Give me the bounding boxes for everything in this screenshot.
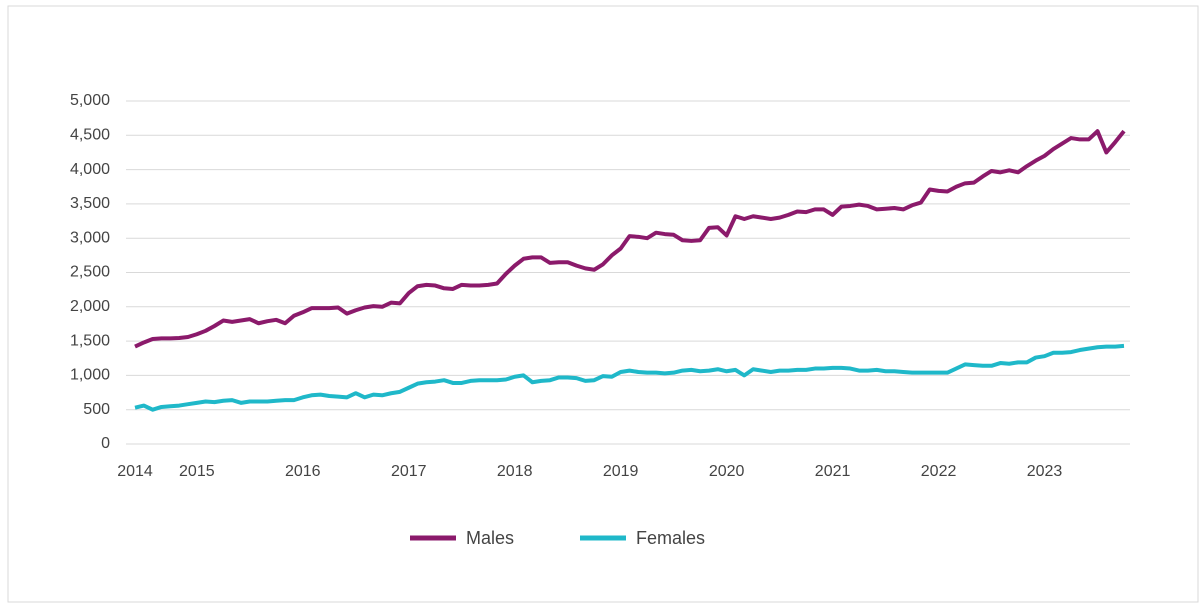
y-tick-label: 1,500: [70, 332, 110, 349]
y-tick-label: 5,000: [70, 92, 110, 109]
y-tick-label: 4,500: [70, 127, 110, 144]
y-tick-label: 2,000: [70, 298, 110, 315]
y-tick-label: 1,000: [70, 367, 110, 384]
line: [134, 129, 1126, 349]
x-tick-label: 2014: [117, 463, 153, 480]
x-tick-label: 2016: [285, 463, 321, 480]
x-tick-label: 2020: [709, 463, 745, 480]
y-tick-label: 4,000: [70, 161, 110, 178]
x-tick-label: 2017: [391, 463, 427, 480]
line: [134, 343, 1125, 412]
y-tick-label: 0: [101, 435, 110, 452]
legend-label: Males: [466, 528, 514, 548]
y-tick-label: 2,500: [70, 264, 110, 281]
y-tick-label: 3,000: [70, 229, 110, 246]
x-tick-label: 2022: [921, 463, 957, 480]
x-tick-label: 2018: [497, 463, 533, 480]
x-tick-label: 2019: [603, 463, 639, 480]
y-tick-label: 500: [83, 401, 110, 418]
x-tick-label: 2023: [1027, 463, 1063, 480]
legend-label: Females: [636, 528, 705, 548]
x-tick-label: 2021: [815, 463, 851, 480]
frame: [7, 5, 1199, 603]
x-tick-label: 2015: [179, 463, 215, 480]
y-tick-label: 3,500: [70, 195, 110, 212]
